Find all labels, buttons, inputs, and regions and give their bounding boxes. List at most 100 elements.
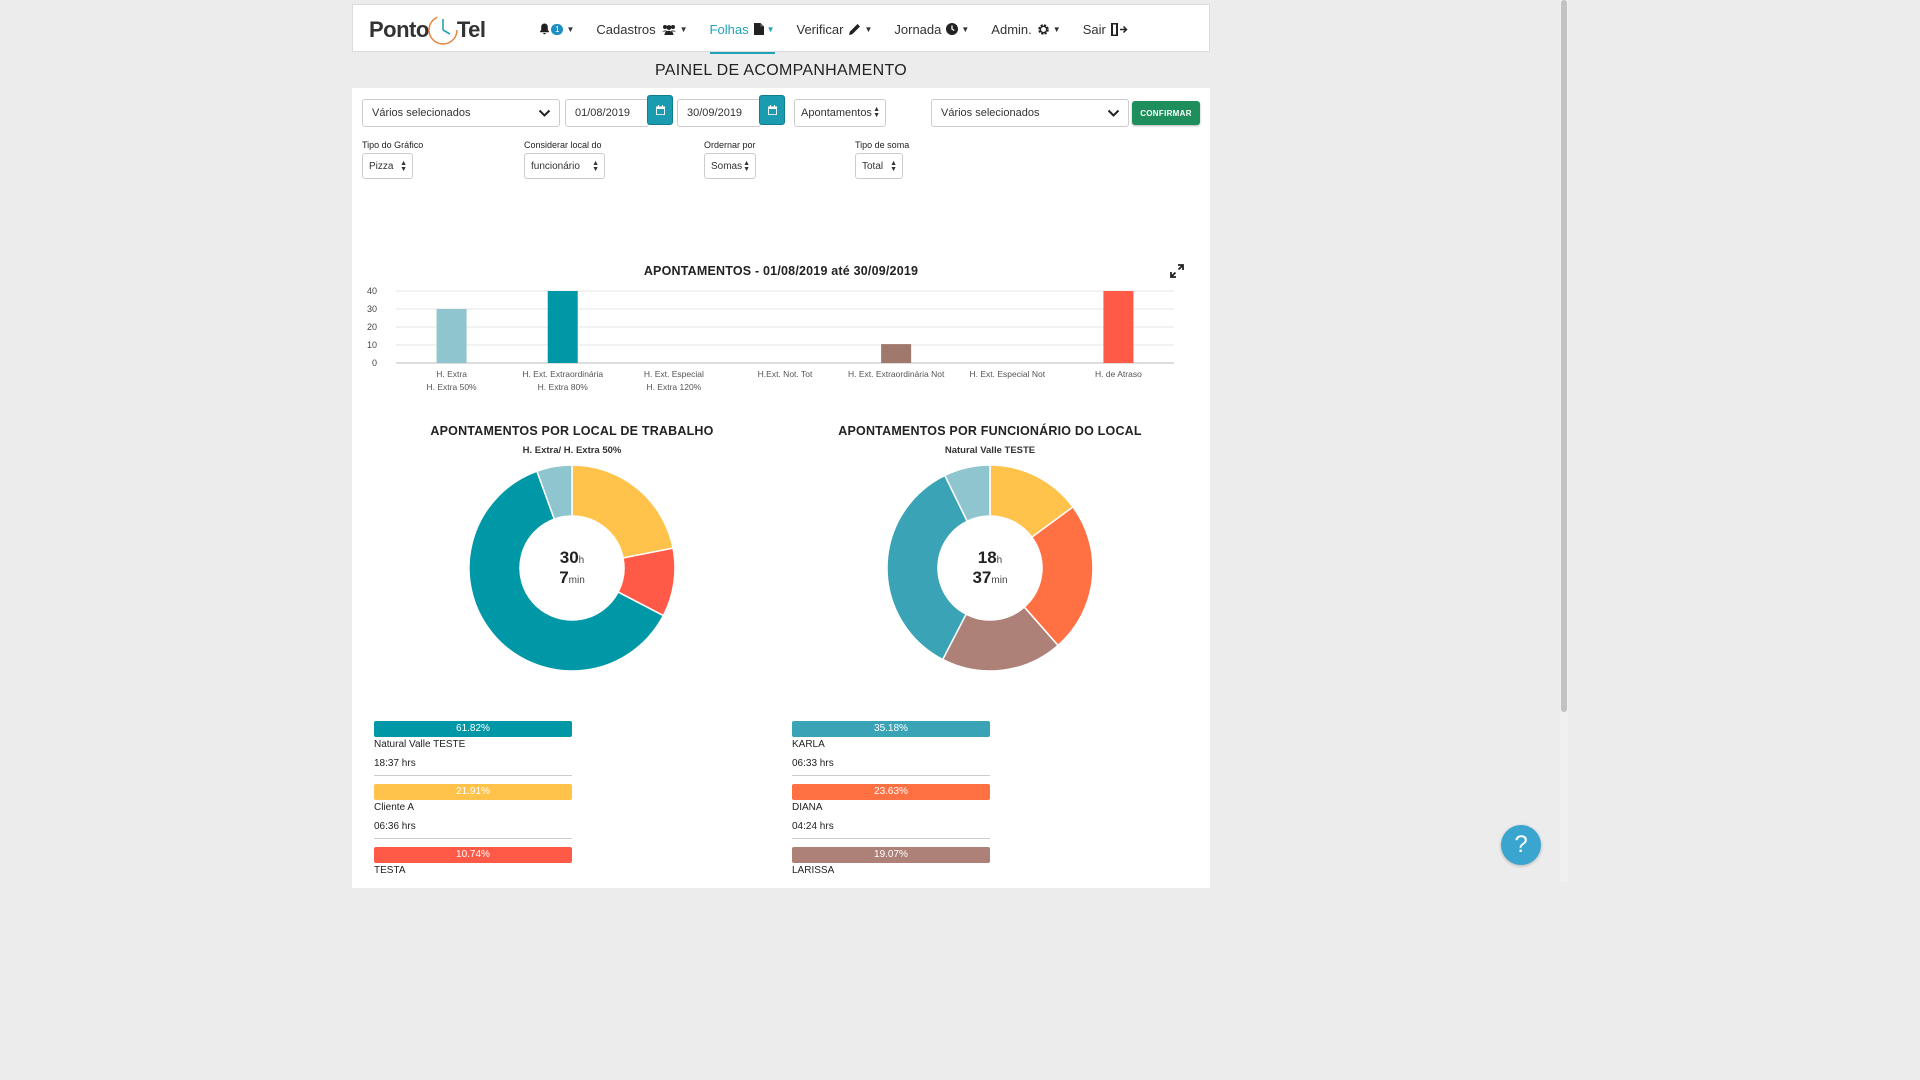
donut-chart-employee bbox=[886, 464, 1094, 672]
donut2-minutes: 37 bbox=[972, 568, 992, 587]
donut-chart-local bbox=[468, 464, 676, 672]
donut2-title: APONTAMENTOS POR FUNCIONÁRIO DO LOCAL bbox=[838, 424, 1142, 438]
y-tick-label: 30 bbox=[367, 304, 377, 314]
nav-verificar[interactable]: Verificar ▼ bbox=[797, 5, 873, 53]
sum-type-label: Tipo de soma bbox=[855, 140, 910, 150]
employee-multiselect-value: Vários selecionados bbox=[941, 107, 1040, 119]
donut-slice bbox=[1023, 505, 1094, 647]
x-tick-label: H. de Atraso bbox=[1095, 369, 1142, 379]
y-tick-label: 10 bbox=[367, 340, 377, 350]
x-tick-label: H. Extra 80% bbox=[538, 382, 589, 392]
sum-type-value: Total bbox=[862, 160, 884, 172]
bell-icon bbox=[540, 23, 549, 35]
users-icon bbox=[661, 24, 677, 35]
logo-text-left: Ponto bbox=[369, 17, 429, 42]
sort-arrows-icon: ▲ ▼ bbox=[873, 106, 880, 119]
clock-icon bbox=[946, 23, 959, 35]
top-navbar: Ponto Tel 1 ▼ Cadastros ▼ Folhas ▼ Verif… bbox=[352, 4, 1210, 54]
legend-name: Cliente A bbox=[374, 802, 415, 813]
order-value: Somas bbox=[711, 160, 743, 172]
legend-percent-bar: 23.63% bbox=[792, 784, 990, 800]
legend-name: LARISSA bbox=[792, 865, 835, 876]
start-date-input[interactable]: 01/08/2019 bbox=[565, 99, 649, 127]
x-tick-label: H. Ext. Extraordinária bbox=[522, 369, 603, 379]
nav-jornada[interactable]: Jornada ▼ bbox=[894, 5, 969, 53]
x-tick-label: H. Extra bbox=[436, 369, 467, 379]
x-tick-label: H. Extra 50% bbox=[427, 382, 478, 392]
chart-type-select[interactable]: Pizza ▲ ▼ bbox=[362, 153, 413, 179]
chevron-down-icon bbox=[538, 109, 551, 117]
donut-slice bbox=[571, 464, 674, 559]
type-select[interactable]: Apontamentos ▲ ▼ bbox=[794, 99, 886, 127]
legend-name: DIANA bbox=[792, 802, 823, 813]
page-scrollbar[interactable] bbox=[1560, 0, 1568, 882]
page-title: PAINEL DE ACOMPANHAMENTO bbox=[655, 62, 907, 79]
donut2-hours-unit: h bbox=[996, 555, 1003, 566]
expand-icon[interactable] bbox=[1170, 264, 1184, 278]
nav-jornada-label: Jornada bbox=[894, 21, 942, 37]
scrollbar-thumb[interactable] bbox=[1561, 0, 1567, 712]
nav-admin-label: Admin. bbox=[991, 21, 1032, 37]
pontotel-logo[interactable]: Ponto Tel bbox=[369, 13, 486, 47]
bar-chart-title: APONTAMENTOS - 01/08/2019 até 30/09/2019 bbox=[643, 264, 919, 278]
nav-admin[interactable]: Admin. ▼ bbox=[991, 5, 1060, 53]
donut1-minutes: 7 bbox=[559, 568, 569, 587]
donut-slice bbox=[468, 470, 665, 672]
end-date-value: 30/09/2019 bbox=[687, 107, 743, 119]
legend-percent-bar: 10.74% bbox=[374, 847, 572, 863]
legend-hours: 04:24 hrs bbox=[792, 821, 834, 832]
calendar-icon bbox=[655, 105, 665, 115]
donut1-title: APONTAMENTOS POR LOCAL DE TRABALHO bbox=[430, 424, 714, 438]
notifications-menu[interactable]: 1 ▼ bbox=[539, 5, 574, 53]
legend-divider bbox=[374, 838, 572, 839]
end-date-input[interactable]: 30/09/2019 bbox=[677, 99, 761, 127]
sort-arrows-icon: ▲ ▼ bbox=[592, 160, 599, 173]
employee-multiselect[interactable]: Vários selecionados bbox=[931, 99, 1129, 127]
chevron-down-icon: ▼ bbox=[766, 24, 775, 34]
legend-hours: 06:33 hrs bbox=[792, 758, 834, 769]
sum-type-select[interactable]: Total ▲ ▼ bbox=[855, 153, 903, 179]
donut1-total: 30h 7min bbox=[532, 548, 612, 588]
sort-arrows-icon: ▲ ▼ bbox=[400, 160, 407, 173]
location-multiselect[interactable]: Vários selecionados bbox=[362, 99, 560, 127]
local-select[interactable]: funcionário ▲ ▼ bbox=[524, 153, 605, 179]
nav-cadastros-label: Cadastros bbox=[596, 21, 656, 37]
x-tick-label: H.Ext. Not. Tot bbox=[758, 369, 813, 379]
bar bbox=[436, 309, 467, 363]
legend-item: 35.18% KARLA 06:33 hrs bbox=[792, 721, 990, 776]
bar-chart: 0 10 20 30 40 H. Extra H. Extra 50% H. Ext. Ext… bbox=[367, 286, 1174, 392]
legend-item: 10.74% TESTA bbox=[374, 847, 572, 876]
nav-folhas[interactable]: Folhas ▼ bbox=[709, 5, 775, 54]
nav-verificar-label: Verificar bbox=[796, 21, 844, 37]
legend-name: KARLA bbox=[792, 739, 825, 750]
donut2-subtitle: Natural Valle TESTE bbox=[944, 445, 1036, 456]
chart-type-label: Tipo do Gráfico bbox=[362, 140, 424, 150]
chevron-down-icon: ▼ bbox=[864, 24, 873, 34]
legend-hours: 06:36 hrs bbox=[374, 821, 416, 832]
legend-name: Natural Valle TESTE bbox=[374, 739, 466, 750]
bar bbox=[547, 291, 578, 363]
end-date-calendar-button[interactable] bbox=[759, 95, 785, 125]
donut1-subtitle: H. Extra/ H. Extra 50% bbox=[522, 445, 622, 456]
sort-arrows-icon: ▲ ▼ bbox=[743, 160, 750, 173]
nav-cadastros[interactable]: Cadastros ▼ bbox=[596, 5, 687, 53]
order-label: Ordernar por bbox=[704, 140, 756, 150]
start-date-value: 01/08/2019 bbox=[575, 107, 631, 119]
legend-percent-bar: 61.82% bbox=[374, 721, 572, 737]
confirm-button[interactable]: CONFIRMAR bbox=[1132, 101, 1200, 125]
order-select[interactable]: Somas ▲ ▼ bbox=[704, 153, 756, 179]
donut-slice bbox=[943, 464, 991, 523]
help-button[interactable]: ? bbox=[1501, 825, 1541, 865]
chart-type-value: Pizza bbox=[369, 160, 394, 172]
notification-badge: 1 bbox=[551, 23, 564, 35]
nav-sair[interactable]: Sair bbox=[1083, 5, 1128, 53]
legend-item: 19.07% LARISSA bbox=[792, 847, 990, 876]
y-tick-label: 0 bbox=[372, 358, 377, 368]
dashboard-panel: Vários selecionados 01/08/2019 30/09/201… bbox=[352, 88, 1210, 888]
exit-icon bbox=[1110, 22, 1128, 36]
legend-item: 61.82% Natural Valle TESTE 18:37 hrs bbox=[374, 721, 572, 776]
nav-folhas-label: Folhas bbox=[709, 21, 749, 37]
donut2-minutes-unit: min bbox=[991, 575, 1008, 586]
start-date-calendar-button[interactable] bbox=[647, 95, 673, 125]
file-icon bbox=[753, 23, 764, 35]
